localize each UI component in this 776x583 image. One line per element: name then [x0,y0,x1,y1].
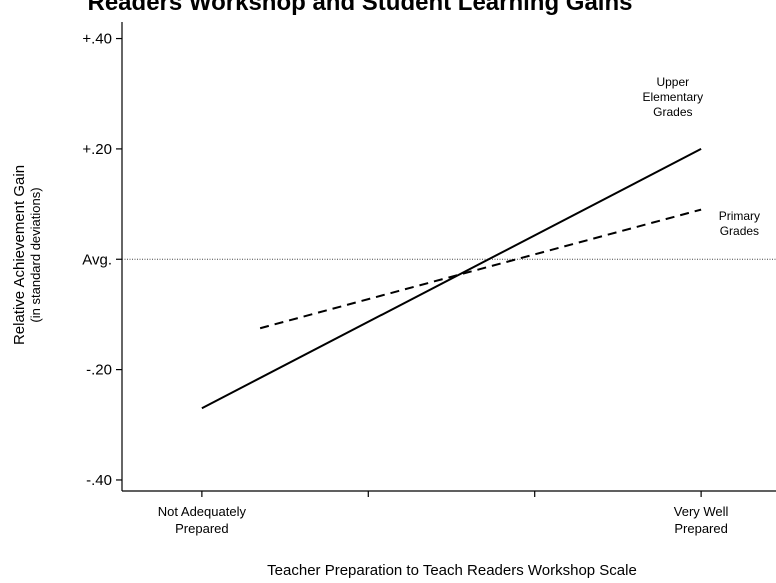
x-tick-label: Prepared [674,521,727,536]
series-line-primary [259,208,702,330]
x-tick-label: Prepared [175,521,228,536]
y-tick-label: +.20 [82,141,112,158]
series-label-upper-elementary: Elementary [642,90,703,104]
y-axis-label: Relative Achievement Gain [11,165,28,345]
series-label-primary: Grades [720,224,759,238]
x-axis-label: Teacher Preparation to Teach Readers Wor… [267,562,637,579]
y-tick-label: +.40 [82,31,112,48]
series-label-upper-elementary: Upper [656,75,689,89]
series-label-primary: Primary [719,209,760,223]
y-tick-label: -.20 [86,362,112,379]
y-tick-label: -.40 [86,472,112,489]
plot-area: +.40 +.20 Avg. -.20 -.40 Not Adequately Prepar… [82,22,776,536]
x-tick-label: Very Well [674,504,729,519]
y-axis-sublabel: (in standard deviations) [28,187,43,322]
chart-title: Readers Workshop and Student Learning Ga… [88,0,633,16]
series-label-upper-elementary: Grades [653,105,692,119]
x-tick-label: Not Adequately [158,504,247,519]
y-tick-label: Avg. [82,251,112,268]
y-axis-title: Relative Achievement Gain (in standard d… [11,165,43,345]
series-line-upper-elementary [201,148,702,410]
